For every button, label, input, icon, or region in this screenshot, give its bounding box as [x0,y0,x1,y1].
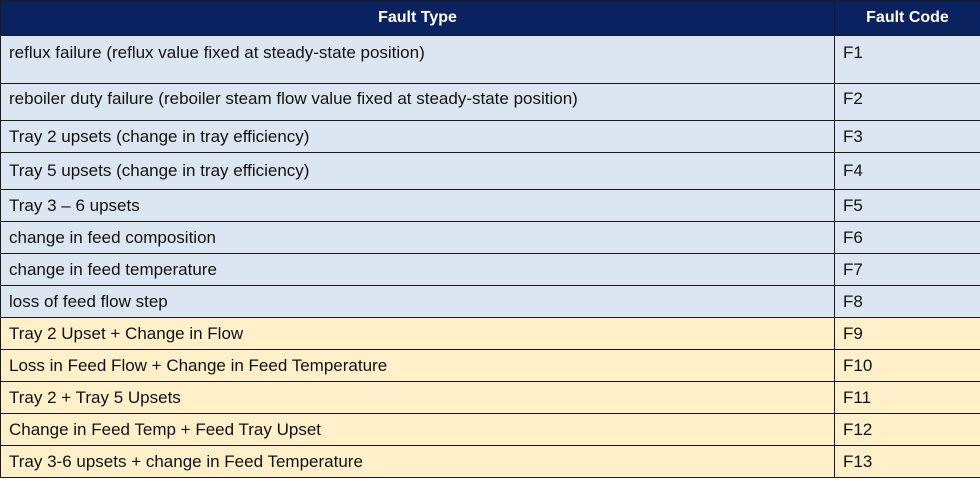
fault-type-cell: change in feed composition [0,221,835,254]
fault-type-cell: loss of feed flow step [0,285,835,318]
fault-type-cell: Tray 3 – 6 upsets [0,189,835,222]
fault-type-cell: change in feed temperature [0,253,835,286]
fault-type-cell: Loss in Feed Flow + Change in Feed Tempe… [0,349,835,382]
column-header-fault-code: Fault Code [834,0,980,36]
table-row: Tray 5 upsets (change in tray efficiency… [0,152,980,190]
fault-type-cell: Tray 3-6 upsets + change in Feed Tempera… [0,445,835,478]
column-header-fault-type: Fault Type [0,0,835,36]
fault-type-cell: Tray 2 + Tray 5 Upsets [0,381,835,414]
table-row: Loss in Feed Flow + Change in Feed Tempe… [0,349,980,382]
fault-code-cell: F5 [834,189,980,222]
table-row: reflux failure (reflux value fixed at st… [0,35,980,84]
fault-code-cell: F7 [834,253,980,286]
fault-type-cell: Tray 2 upsets (change in tray efficiency… [0,120,835,153]
table-row: Tray 3 – 6 upsets F5 [0,189,980,222]
fault-code-cell: F8 [834,285,980,318]
table-row: reboiler duty failure (reboiler steam fl… [0,83,980,121]
header-row: Fault Type Fault Code [0,0,980,36]
table-row: Tray 2 upsets (change in tray efficiency… [0,120,980,153]
fault-type-cell: reboiler duty failure (reboiler steam fl… [0,83,835,121]
table-row: change in feed composition F6 [0,221,980,254]
table-row: Change in Feed Temp + Feed Tray Upset F1… [0,413,980,446]
fault-code-cell: F11 [834,381,980,414]
table-row: Tray 2 + Tray 5 Upsets F11 [0,381,980,414]
fault-code-cell: F4 [834,152,980,190]
fault-type-cell: Change in Feed Temp + Feed Tray Upset [0,413,835,446]
fault-code-cell: F9 [834,317,980,350]
fault-code-cell: F12 [834,413,980,446]
fault-code-cell: F6 [834,221,980,254]
table-row: loss of feed flow step F8 [0,285,980,318]
table-row: Tray 3-6 upsets + change in Feed Tempera… [0,445,980,478]
fault-code-cell: F1 [834,35,980,84]
fault-type-cell: reflux failure (reflux value fixed at st… [0,35,835,84]
fault-code-cell: F2 [834,83,980,121]
table-row: Tray 2 Upset + Change in Flow F9 [0,317,980,350]
fault-code-cell: F13 [834,445,980,478]
fault-type-cell: Tray 5 upsets (change in tray efficiency… [0,152,835,190]
fault-code-cell: F10 [834,349,980,382]
table-header: Fault Type Fault Code [0,0,980,36]
fault-type-cell: Tray 2 Upset + Change in Flow [0,317,835,350]
table-body: reflux failure (reflux value fixed at st… [0,35,980,478]
table-row: change in feed temperature F7 [0,253,980,286]
fault-code-cell: F3 [834,120,980,153]
